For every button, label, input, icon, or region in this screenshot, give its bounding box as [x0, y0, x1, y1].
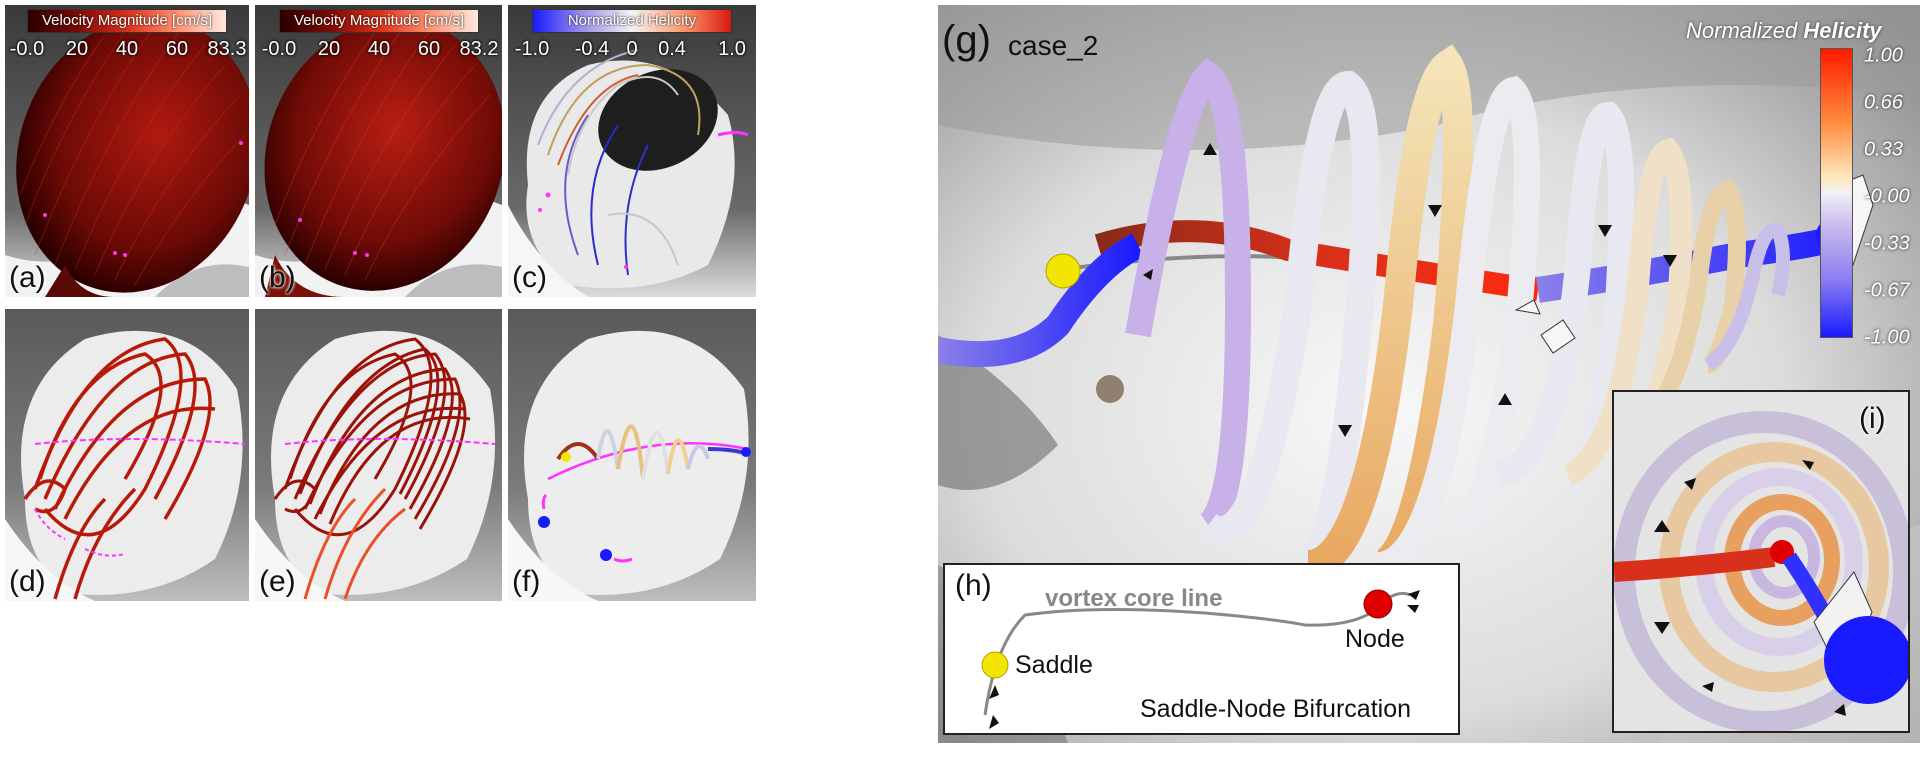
helicity-colorbar — [1820, 48, 1853, 338]
panel-label-a: (a) — [9, 261, 46, 294]
tick-label: 0.4 — [658, 38, 686, 60]
tick-label: 60 — [165, 38, 189, 60]
legend-tick: 0.33 — [1864, 138, 1903, 161]
tick-label: -0.4 — [574, 38, 610, 60]
colorbar-title: Velocity Magnitude [cm/s] — [293, 12, 465, 29]
colorbar-title: Normalized Helicity — [567, 12, 697, 29]
tick-label: -1.0 — [514, 38, 550, 60]
tick-label: 40 — [115, 38, 139, 60]
legend-tick: -0.67 — [1864, 279, 1910, 302]
colorbar-title: Velocity Magnitude [cm/s] — [41, 12, 213, 29]
panel-h-diagram — [981, 589, 1420, 729]
panel-label-c: (c) — [512, 261, 547, 294]
colorbar-ticks-b: -0.0 20 40 60 83.2 — [262, 38, 499, 64]
colorbar-helicity-c: Normalized Helicity — [532, 9, 732, 33]
tick-label: -0.0 — [9, 38, 45, 60]
legend-title-bold: Helicity — [1803, 18, 1882, 43]
colorbar-ticks-c: -1.0 -0.4 0 0.4 1.0 — [515, 38, 746, 64]
node-label: Node — [1345, 625, 1405, 653]
legend-title-italic: Normalized — [1686, 18, 1798, 43]
legend-title: Normalized Helicity — [1686, 18, 1882, 44]
legend-tick: -0.33 — [1864, 232, 1910, 255]
panel-d-render — [5, 309, 249, 601]
tick-label: 60 — [417, 38, 441, 60]
panel-e-render — [255, 309, 502, 601]
panel-label-d: (d) — [9, 565, 46, 598]
panel-i-render — [1614, 392, 1908, 731]
tick-label: 1.0 — [718, 38, 746, 60]
legend-tick: 1.00 — [1864, 44, 1903, 67]
panel-f: (f) — [508, 309, 756, 601]
tick-label: 83.3 — [207, 38, 247, 60]
saddle-label: Saddle — [1015, 651, 1093, 679]
case-label: case_2 — [1008, 30, 1099, 61]
panel-c: Normalized Helicity -1.0 -0.4 0 0.4 1.0 … — [508, 5, 756, 297]
panel-label-i: (i) — [1859, 402, 1886, 435]
panel-b-render — [255, 5, 502, 297]
panel-f-render — [508, 309, 756, 601]
panel-h: (h) vortex core line Saddle Node Saddle-… — [943, 563, 1460, 735]
tick-label: 20 — [65, 38, 89, 60]
panel-i: (i) — [1612, 390, 1910, 733]
panel-a-render — [5, 5, 249, 297]
legend-tick: -0.00 — [1864, 185, 1910, 208]
tick-label: 40 — [367, 38, 391, 60]
colorbar-ticks-a: -0.0 20 40 60 83.3 — [10, 38, 247, 64]
colorbar-velocity-a: Velocity Magnitude [cm/s] — [27, 9, 227, 33]
panel-label-h: (h) — [955, 569, 992, 602]
tick-label: 0 — [626, 38, 638, 60]
legend-tick: -1.00 — [1864, 326, 1910, 349]
panel-c-render — [508, 5, 756, 297]
node-sphere-shadow — [1096, 375, 1124, 403]
panel-label-g: (g) — [942, 18, 991, 62]
tick-label: 83.2 — [459, 38, 499, 60]
tick-label: 20 — [317, 38, 341, 60]
vortex-core-line-label: vortex core line — [1045, 585, 1223, 612]
panel-d: (d) — [5, 309, 249, 601]
bifurcation-caption: Saddle-Node Bifurcation — [1140, 695, 1411, 723]
panel-label-b: (b) — [259, 261, 296, 294]
panel-label-e: (e) — [259, 565, 296, 598]
panel-b: Velocity Magnitude [cm/s] -0.0 20 40 60 … — [255, 5, 502, 297]
tick-label: -0.0 — [261, 38, 297, 60]
panel-label-f: (f) — [512, 565, 541, 598]
legend-tick: 0.66 — [1864, 91, 1903, 114]
panel-a: Velocity Magnitude [cm/s] -0.0 20 40 60 … — [5, 5, 249, 297]
panel-e: (e) — [255, 309, 502, 601]
colorbar-velocity-b: Velocity Magnitude [cm/s] — [279, 9, 479, 33]
